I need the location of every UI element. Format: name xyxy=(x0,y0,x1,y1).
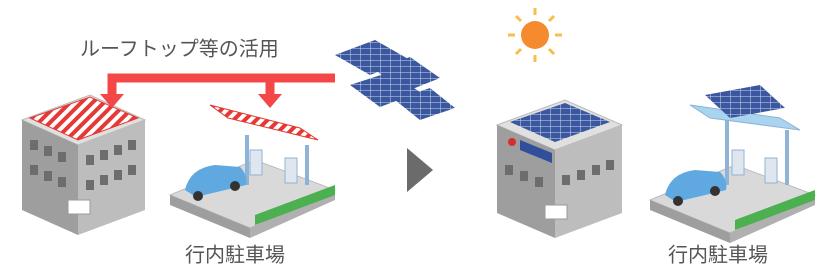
arrow-head xyxy=(258,94,282,108)
page: ルーフトップ等の活用 xyxy=(0,0,816,273)
annotation: ルーフトップ等の活用 xyxy=(80,37,279,61)
red-arrow xyxy=(112,78,335,98)
parking-left xyxy=(170,105,335,238)
right-label: 行内駐車場 xyxy=(668,243,768,267)
transition-arrow xyxy=(407,148,433,192)
office-building-right xyxy=(497,100,622,238)
diagram: ルーフトップ等の活用 xyxy=(0,0,816,273)
parking-right xyxy=(650,85,815,243)
office-building-left xyxy=(22,95,145,235)
solar-panels xyxy=(335,40,455,120)
left-label: 行内駐車場 xyxy=(185,243,285,267)
sun xyxy=(508,8,562,62)
